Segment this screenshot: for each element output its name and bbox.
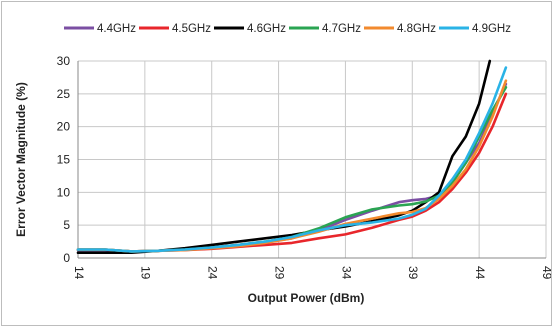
y-tick-label: 15 (57, 153, 71, 167)
x-tick-label: 39 (406, 266, 420, 280)
x-tick-label: 19 (139, 266, 153, 280)
series-line-49ghz (76, 66, 508, 253)
y-tick-label: 10 (57, 185, 71, 199)
series-line-46ghz (76, 59, 492, 254)
legend-label: 4.5GHz (172, 23, 211, 35)
y-tick-label: 20 (57, 120, 71, 134)
legend-label: 4.4GHz (97, 23, 136, 35)
x-tick-label: 44 (473, 266, 487, 280)
x-tick-label: 34 (339, 266, 353, 280)
legend-label: 4.6GHz (247, 23, 286, 35)
series-line-48ghz (76, 79, 508, 253)
legend: 4.4GHz 4.5GHz 4.6GHz 4.7GHz 4.8GHz 4.9GHz (64, 23, 511, 35)
y-tick-label: 5 (63, 218, 70, 232)
series-line-44ghz (76, 82, 508, 253)
y-tick-label: 25 (57, 87, 71, 101)
x-axis-ticks: 14 19 24 29 34 39 44 49 (72, 266, 551, 280)
y-tick-label: 30 (57, 54, 71, 68)
y-tick-label: 0 (63, 251, 70, 265)
y-axis-ticks: 0 5 10 15 20 25 30 (57, 54, 71, 265)
series-line-47ghz (76, 86, 508, 253)
legend-label: 4.9GHz (472, 23, 511, 35)
series-line-45ghz (76, 92, 508, 253)
legend-label: 4.8GHz (397, 23, 436, 35)
x-tick-label: 29 (272, 266, 286, 280)
legend-label: 4.7GHz (322, 23, 361, 35)
grid-lines (77, 60, 547, 259)
y-axis-title: Error Vector Magnitude (%) (14, 82, 28, 237)
x-axis-title: Output Power (dBm) (248, 291, 365, 305)
series-lines (76, 59, 508, 254)
x-tick-label: 14 (72, 266, 86, 280)
x-tick-label: 24 (206, 266, 220, 280)
x-tick-label: 49 (540, 266, 551, 280)
